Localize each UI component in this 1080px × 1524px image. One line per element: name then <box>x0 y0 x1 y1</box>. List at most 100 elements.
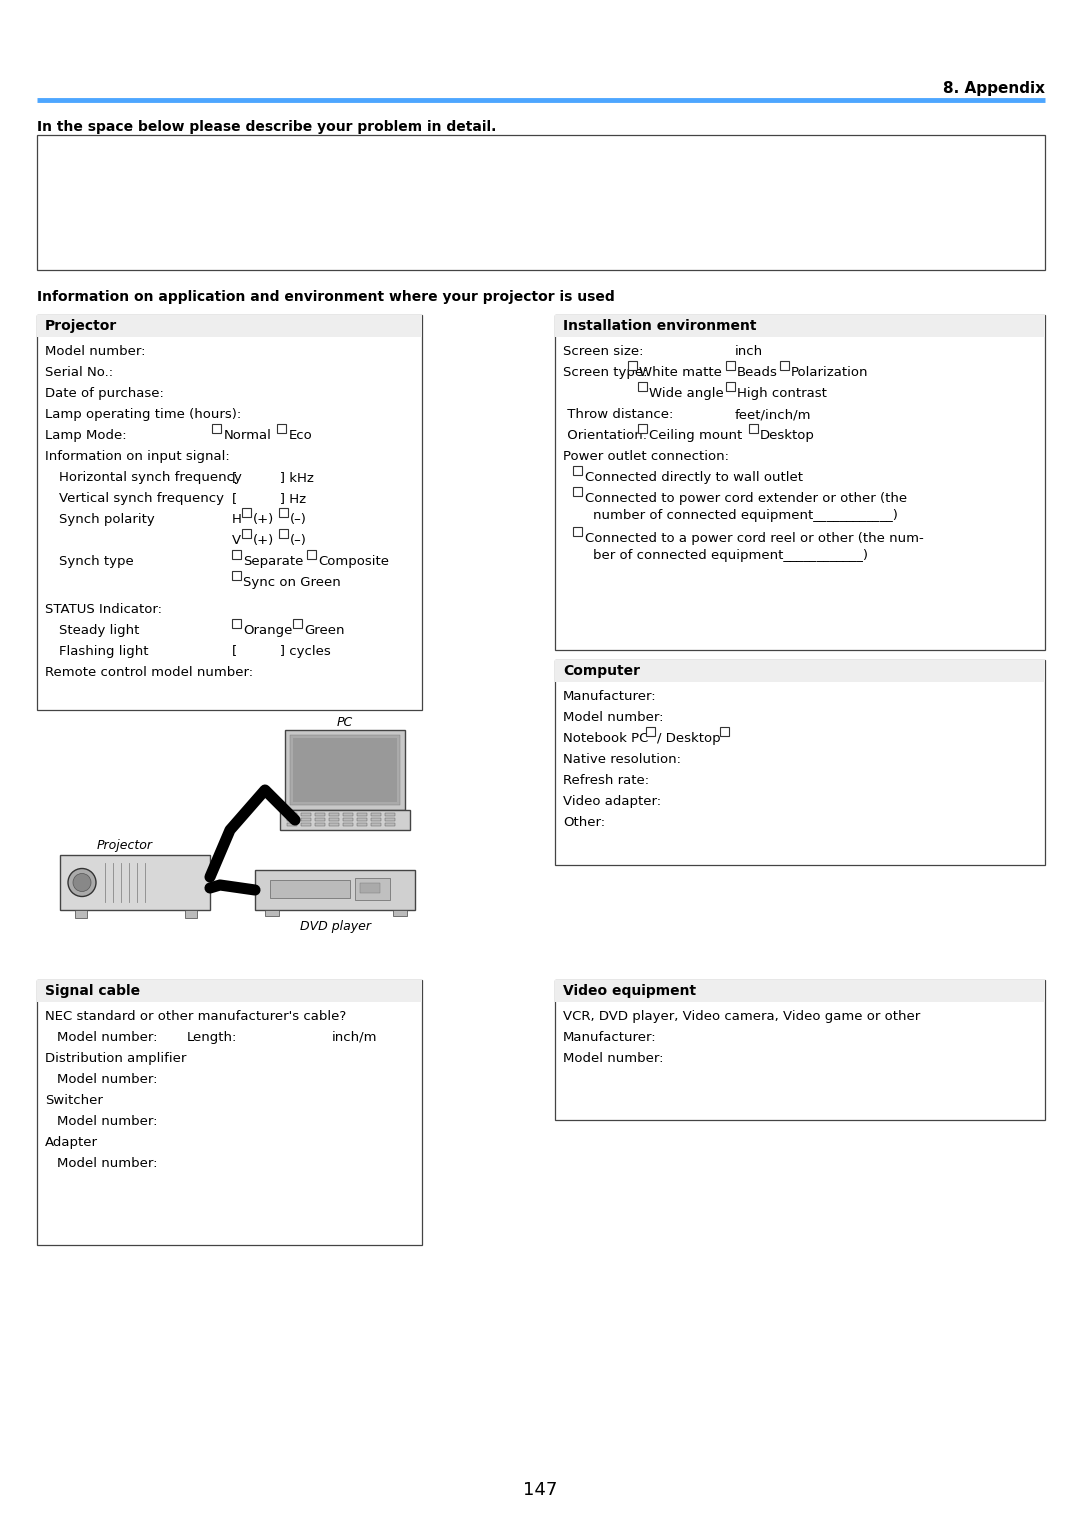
Text: Switcher: Switcher <box>45 1094 103 1106</box>
Bar <box>232 572 241 581</box>
Bar <box>343 823 353 826</box>
Bar <box>37 980 422 1001</box>
Bar <box>726 361 735 370</box>
Bar <box>555 980 1045 1120</box>
Bar <box>329 818 339 821</box>
Text: ber of connected equipment____________): ber of connected equipment____________) <box>593 549 868 562</box>
Text: Length:: Length: <box>187 1032 238 1044</box>
Text: Steady light: Steady light <box>59 623 139 637</box>
Bar <box>720 727 729 736</box>
Bar <box>280 809 410 831</box>
Text: Information on application and environment where your projector is used: Information on application and environme… <box>37 290 615 303</box>
Text: Information on input signal:: Information on input signal: <box>45 450 230 463</box>
Bar <box>384 823 395 826</box>
Text: Remote control model number:: Remote control model number: <box>45 666 253 680</box>
Text: 147: 147 <box>523 1481 557 1500</box>
Bar <box>726 383 735 392</box>
Bar <box>37 315 422 710</box>
Text: inch/m: inch/m <box>332 1032 378 1044</box>
Text: Model number:: Model number: <box>57 1157 158 1170</box>
Bar <box>37 136 1045 270</box>
Text: Date of purchase:: Date of purchase: <box>45 387 164 399</box>
Bar <box>555 315 1045 651</box>
Text: Model number:: Model number: <box>57 1073 158 1087</box>
Text: Polarization: Polarization <box>791 366 868 379</box>
Bar <box>573 527 582 536</box>
Text: [          ] cycles: [ ] cycles <box>232 645 330 658</box>
Bar <box>750 424 758 433</box>
Text: [          ] kHz: [ ] kHz <box>232 471 314 485</box>
Text: Wide angle: Wide angle <box>649 387 724 399</box>
Bar <box>75 910 87 917</box>
Text: Refresh rate:: Refresh rate: <box>563 774 649 786</box>
Text: Sync on Green: Sync on Green <box>243 576 341 588</box>
Text: Serial No.:: Serial No.: <box>45 366 113 379</box>
Text: Normal: Normal <box>224 428 272 442</box>
Text: / Desktop: / Desktop <box>657 732 720 745</box>
Text: Vertical synch frequency: Vertical synch frequency <box>59 492 224 504</box>
Bar <box>37 315 422 337</box>
Text: Installation environment: Installation environment <box>563 319 756 334</box>
Text: NEC standard or other manufacturer's cable?: NEC standard or other manufacturer's cab… <box>45 1010 347 1023</box>
Text: Connected directly to wall outlet: Connected directly to wall outlet <box>585 471 804 485</box>
Bar <box>372 823 381 826</box>
Bar <box>287 812 297 815</box>
Bar <box>555 660 1045 683</box>
Text: Computer: Computer <box>563 664 640 678</box>
Bar <box>279 507 288 517</box>
Circle shape <box>68 869 96 896</box>
Bar <box>60 855 210 910</box>
Bar <box>270 879 350 898</box>
Bar <box>287 823 297 826</box>
Bar <box>242 507 251 517</box>
Circle shape <box>73 873 91 892</box>
Text: Manufacturer:: Manufacturer: <box>563 690 657 703</box>
Bar <box>329 823 339 826</box>
Text: Distribution amplifier: Distribution amplifier <box>45 1052 187 1065</box>
Bar <box>343 818 353 821</box>
Bar <box>329 812 339 815</box>
Bar <box>307 550 316 559</box>
Text: Beads: Beads <box>737 366 778 379</box>
Bar <box>384 818 395 821</box>
Bar <box>343 812 353 815</box>
Text: Native resolution:: Native resolution: <box>563 753 681 767</box>
Bar <box>638 424 647 433</box>
Text: Model number:: Model number: <box>57 1032 158 1044</box>
Text: Screen size:: Screen size: <box>563 344 644 358</box>
Bar <box>242 529 251 538</box>
Bar <box>372 812 381 815</box>
Bar <box>276 424 286 433</box>
Bar <box>555 980 1045 1001</box>
Bar <box>357 812 367 815</box>
Text: Flashing light: Flashing light <box>59 645 149 658</box>
Text: Desktop: Desktop <box>760 428 815 442</box>
Text: Ceiling mount: Ceiling mount <box>649 428 742 442</box>
Text: DVD player: DVD player <box>299 920 370 933</box>
Bar <box>293 738 397 802</box>
Text: Projector: Projector <box>97 840 153 852</box>
Bar <box>573 488 582 495</box>
Bar <box>315 812 325 815</box>
Text: Video adapter:: Video adapter: <box>563 796 661 808</box>
Text: (–): (–) <box>291 533 307 547</box>
Text: Connected to a power cord reel or other (the num-: Connected to a power cord reel or other … <box>585 532 923 546</box>
Text: Notebook PC: Notebook PC <box>563 732 648 745</box>
Text: Video equipment: Video equipment <box>563 985 697 998</box>
Bar <box>360 882 380 893</box>
Text: Synch polarity: Synch polarity <box>59 514 154 526</box>
Bar <box>265 910 279 916</box>
Bar <box>638 383 647 392</box>
Bar <box>627 361 637 370</box>
Text: H: H <box>232 514 242 526</box>
Text: (+): (+) <box>253 533 274 547</box>
Text: Model number:: Model number: <box>57 1116 158 1128</box>
Bar <box>232 619 241 628</box>
Bar <box>646 727 654 736</box>
Bar <box>555 660 1045 866</box>
Text: Manufacturer:: Manufacturer: <box>563 1032 657 1044</box>
Text: Other:: Other: <box>563 815 605 829</box>
Text: Lamp Mode:: Lamp Mode: <box>45 428 126 442</box>
Bar <box>315 818 325 821</box>
Text: Synch type: Synch type <box>59 555 134 568</box>
